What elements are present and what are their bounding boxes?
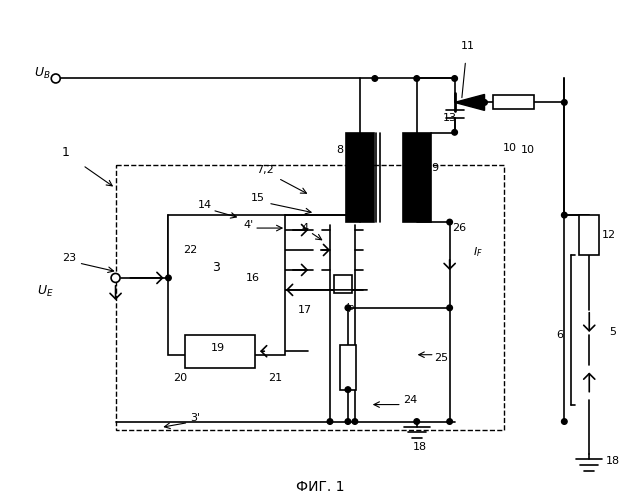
Circle shape: [327, 418, 333, 424]
Circle shape: [561, 100, 567, 105]
Text: ФИГ. 1: ФИГ. 1: [296, 480, 344, 494]
Bar: [334, 275, 352, 293]
Text: 1: 1: [62, 146, 70, 159]
Circle shape: [452, 130, 458, 135]
Circle shape: [482, 100, 487, 105]
Text: 3: 3: [212, 262, 220, 274]
Bar: [340, 344, 356, 390]
Text: 13: 13: [443, 114, 456, 124]
Text: 3': 3': [190, 412, 200, 422]
Circle shape: [447, 220, 452, 225]
Bar: [403, 134, 431, 222]
Circle shape: [561, 418, 567, 424]
Text: 12: 12: [602, 230, 616, 240]
Circle shape: [345, 418, 351, 424]
Text: 4': 4': [243, 220, 253, 230]
Text: 4: 4: [301, 223, 308, 233]
Text: 5: 5: [610, 327, 617, 337]
Text: 21: 21: [268, 372, 282, 382]
Circle shape: [51, 74, 60, 83]
Circle shape: [372, 76, 378, 82]
Circle shape: [111, 274, 120, 282]
Text: 18: 18: [413, 442, 427, 452]
Circle shape: [561, 212, 567, 218]
Text: 17: 17: [298, 305, 312, 315]
Text: 10: 10: [520, 146, 534, 156]
Circle shape: [414, 418, 420, 424]
Circle shape: [352, 418, 358, 424]
Bar: [493, 96, 534, 110]
Text: 9: 9: [431, 163, 438, 173]
Text: 11: 11: [461, 40, 475, 50]
Bar: [186, 335, 255, 368]
Text: 7,2: 7,2: [256, 165, 274, 175]
Circle shape: [345, 387, 351, 392]
Text: $I_F$: $I_F$: [473, 245, 483, 259]
Text: 18: 18: [606, 456, 620, 466]
Bar: [579, 215, 599, 255]
Text: $I_P$: $I_P$: [345, 301, 355, 314]
Text: 20: 20: [173, 372, 188, 382]
Bar: [168, 215, 285, 354]
Text: 25: 25: [435, 352, 449, 362]
Circle shape: [166, 275, 172, 280]
Text: 14: 14: [198, 200, 212, 210]
Circle shape: [452, 76, 458, 82]
Text: 26: 26: [452, 223, 467, 233]
Polygon shape: [454, 94, 484, 110]
Text: 19: 19: [211, 342, 225, 352]
Text: 22: 22: [183, 245, 198, 255]
Circle shape: [345, 305, 351, 310]
Text: 8: 8: [337, 146, 344, 156]
Text: $U_E$: $U_E$: [37, 284, 54, 300]
Text: 16: 16: [246, 273, 260, 283]
Text: 24: 24: [403, 394, 417, 404]
Text: $U_B$: $U_B$: [35, 66, 51, 81]
Text: 10: 10: [502, 144, 516, 154]
Circle shape: [447, 305, 452, 310]
Circle shape: [447, 418, 452, 424]
Bar: [346, 134, 374, 222]
Bar: [116, 165, 504, 429]
Circle shape: [414, 76, 420, 82]
Text: 23: 23: [61, 253, 76, 263]
Text: 15: 15: [251, 193, 265, 203]
Text: 6: 6: [556, 330, 563, 340]
